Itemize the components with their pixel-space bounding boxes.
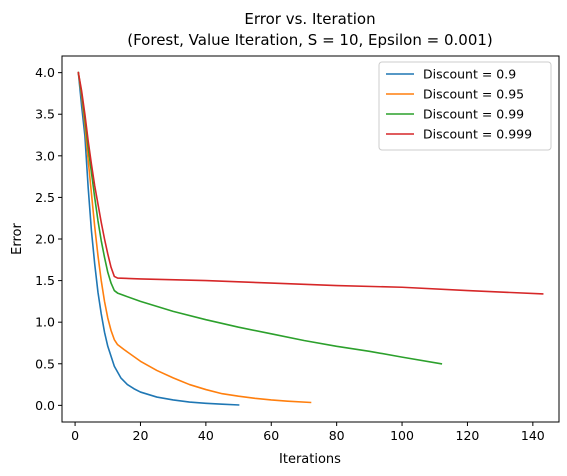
y-tick-label: 4.0 (35, 65, 55, 80)
y-axis: 0.0 0.5 1.0 1.5 2.0 2.5 3.0 3.5 4.0 (35, 65, 62, 413)
legend-label-1: Discount = 0.95 (423, 87, 524, 102)
series-line-0 (77, 71, 240, 406)
legend: Discount = 0.9 Discount = 0.95 Discount = … (378, 61, 552, 151)
y-tick-label: 3.0 (35, 148, 55, 163)
legend-label-0: Discount = 0.9 (423, 67, 516, 82)
chart-subtitle: (Forest, Value Iteration, S = 10, Epsilo… (127, 31, 493, 49)
x-tick-label: 20 (133, 428, 149, 443)
y-tick-label: 0.0 (35, 398, 55, 413)
series-line-3 (77, 71, 544, 295)
x-tick-label: 120 (456, 428, 480, 443)
series-line-2 (77, 71, 443, 365)
chart-title: Error vs. Iteration (244, 10, 375, 28)
x-axis-label: Iterations (279, 452, 341, 467)
x-tick-label: 80 (329, 428, 345, 443)
x-tick-label: 100 (390, 428, 414, 443)
y-tick-label: 3.5 (35, 107, 55, 122)
legend-label-3: Discount = 0.999 (423, 127, 532, 142)
y-tick-label: 2.5 (35, 190, 55, 205)
y-tick-label: 1.5 (35, 273, 55, 288)
x-axis: 0 20 40 60 80 100 120 140 (71, 422, 545, 443)
y-axis-label: Error (10, 223, 25, 255)
y-tick-label: 0.5 (35, 356, 55, 371)
legend-items: Discount = 0.9 Discount = 0.95 Discount = … (386, 67, 532, 142)
y-tick-label: 1.0 (35, 315, 55, 330)
legend-box (378, 61, 552, 151)
x-tick-label: 60 (263, 428, 279, 443)
y-tick-label: 2.0 (35, 232, 55, 247)
series-layer (77, 71, 544, 406)
legend-label-2: Discount = 0.99 (423, 107, 524, 122)
x-tick-label: 140 (521, 428, 545, 443)
x-tick-label: 0 (71, 428, 79, 443)
series-line-1 (77, 71, 312, 404)
x-tick-label: 40 (198, 428, 214, 443)
